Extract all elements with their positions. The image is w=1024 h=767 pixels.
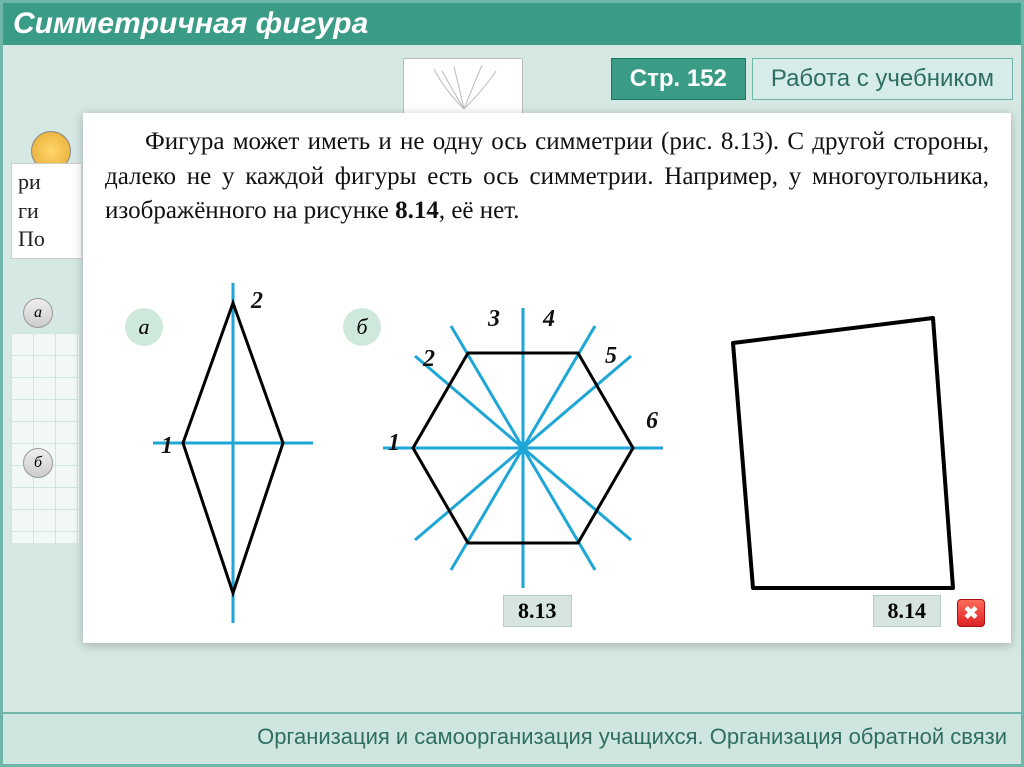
hex-label-6: 6 xyxy=(646,408,658,435)
close-icon: ✖ xyxy=(963,603,978,624)
paragraph: Фигура может иметь и не одну ось симметр… xyxy=(105,125,989,229)
side-marker-b: б xyxy=(23,448,53,478)
hex-label-4: 4 xyxy=(543,306,555,333)
figure-hexagon xyxy=(373,298,673,598)
paragraph-main: Фигура может иметь и не одну ось симметр… xyxy=(105,128,989,224)
rhombus-label-2: 2 xyxy=(251,288,263,315)
figure-caption-814: 8.14 xyxy=(873,595,942,627)
grid-background xyxy=(11,333,79,543)
hex-label-1: 1 xyxy=(388,430,400,457)
figure-rhombus xyxy=(123,283,343,623)
hex-label-3: 3 xyxy=(488,306,500,333)
figure-caption-813: 8.13 xyxy=(503,595,572,627)
background-text-fragment: ри ги По xyxy=(11,163,81,259)
rhombus-label-1: 1 xyxy=(161,433,173,460)
side-marker-a: а xyxy=(23,298,53,328)
hex-label-2: 2 xyxy=(423,346,435,373)
work-with-textbook-label: Работа с учебником xyxy=(752,58,1013,100)
figure-irregular xyxy=(703,288,983,608)
figures-row: а б 1 2 1 xyxy=(103,288,991,633)
content-panel: Фигура может иметь и не одну ось симметр… xyxy=(83,113,1011,643)
top-right-labels: Стр. 152 Работа с учебником xyxy=(611,58,1013,100)
feather-thumbnail xyxy=(403,58,523,118)
slide-title: Симметричная фигура xyxy=(3,3,1021,45)
hex-label-5: 5 xyxy=(605,343,617,370)
close-button[interactable]: ✖ xyxy=(957,599,985,627)
footer-text: Организация и самоорганизация учащихся. … xyxy=(3,712,1021,764)
page-badge: Стр. 152 xyxy=(611,58,746,100)
paragraph-tail: , её нет. xyxy=(439,197,520,224)
paragraph-ref: 8.14 xyxy=(395,197,439,224)
slide-frame: Симметричная фигура Стр. 152 Работа с уч… xyxy=(0,0,1024,767)
